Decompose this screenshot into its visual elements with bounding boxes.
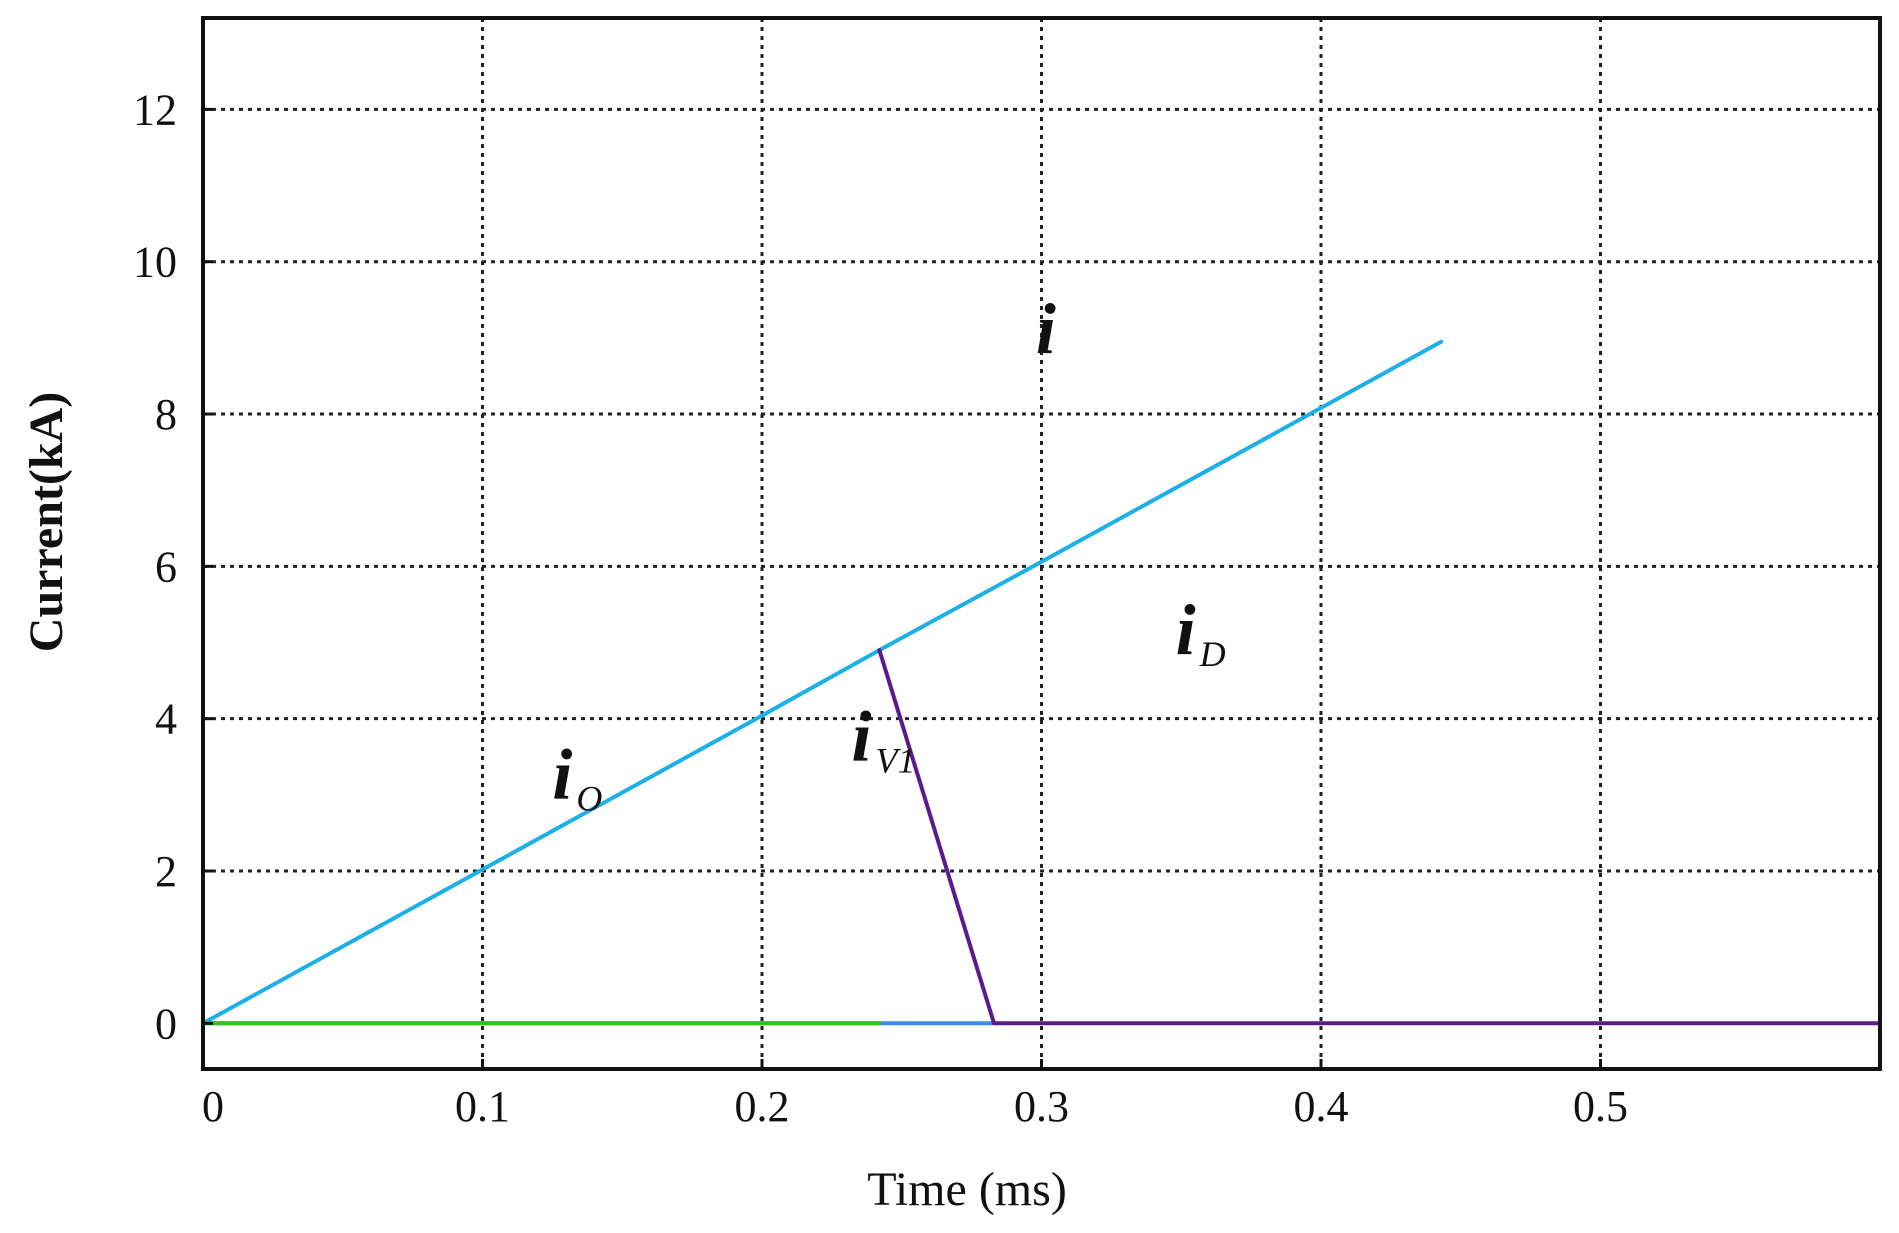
series-annotation: i V1 <box>851 697 915 781</box>
y-tick-label: 10 <box>133 238 177 287</box>
grid <box>203 18 1880 1069</box>
y-tick-label: 8 <box>155 390 177 439</box>
x-tick-label: 0.3 <box>1014 1082 1069 1131</box>
x-tick-label: 0.1 <box>455 1082 510 1131</box>
y-tick-label: 2 <box>155 847 177 896</box>
x-tick-labels: 0 0.1 0.2 0.3 0.4 0.5 <box>202 1082 1628 1131</box>
y-tick-label: 12 <box>133 85 177 134</box>
y-tick-label: 4 <box>155 695 177 744</box>
annotations: i i O i V1 i D <box>552 289 1225 819</box>
tick-marks <box>201 107 1602 1069</box>
x-tick-label: 0.5 <box>1573 1082 1628 1131</box>
y-tick-label: 6 <box>155 542 177 591</box>
y-axis-label: Current(kA) <box>20 392 73 652</box>
x-tick-label: 0.2 <box>735 1082 790 1131</box>
series-line-i-o <box>201 339 1444 1026</box>
series-annotation: i <box>1036 289 1056 369</box>
y-tick-labels: 0 2 4 6 8 10 12 <box>133 85 177 1048</box>
x-axis-label: Time (ms) <box>867 1163 1067 1216</box>
series-line-i-v1 <box>877 648 1882 1026</box>
x-tick-label: 0.4 <box>1294 1082 1349 1131</box>
series-group <box>201 339 1882 1026</box>
x-tick-label: 0 <box>202 1082 224 1131</box>
y-tick-label: 0 <box>155 999 177 1048</box>
